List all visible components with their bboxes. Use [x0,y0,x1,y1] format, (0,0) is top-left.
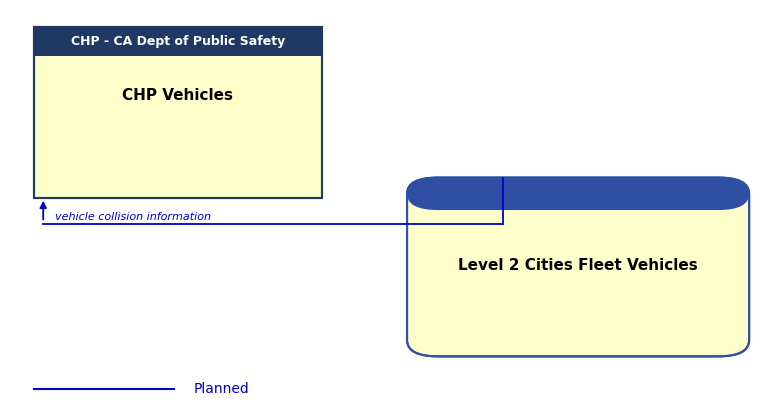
Text: Level 2 Cities Fleet Vehicles: Level 2 Cities Fleet Vehicles [458,258,698,273]
FancyBboxPatch shape [407,153,749,210]
Text: Planned: Planned [193,382,249,396]
FancyBboxPatch shape [34,27,322,198]
FancyBboxPatch shape [407,178,749,356]
Text: CHP - CA Dept of Public Safety: CHP - CA Dept of Public Safety [70,35,285,48]
Text: CHP Vehicles: CHP Vehicles [122,88,233,103]
Bar [34,27,322,56]
Text: vehicle collision information: vehicle collision information [55,212,211,222]
